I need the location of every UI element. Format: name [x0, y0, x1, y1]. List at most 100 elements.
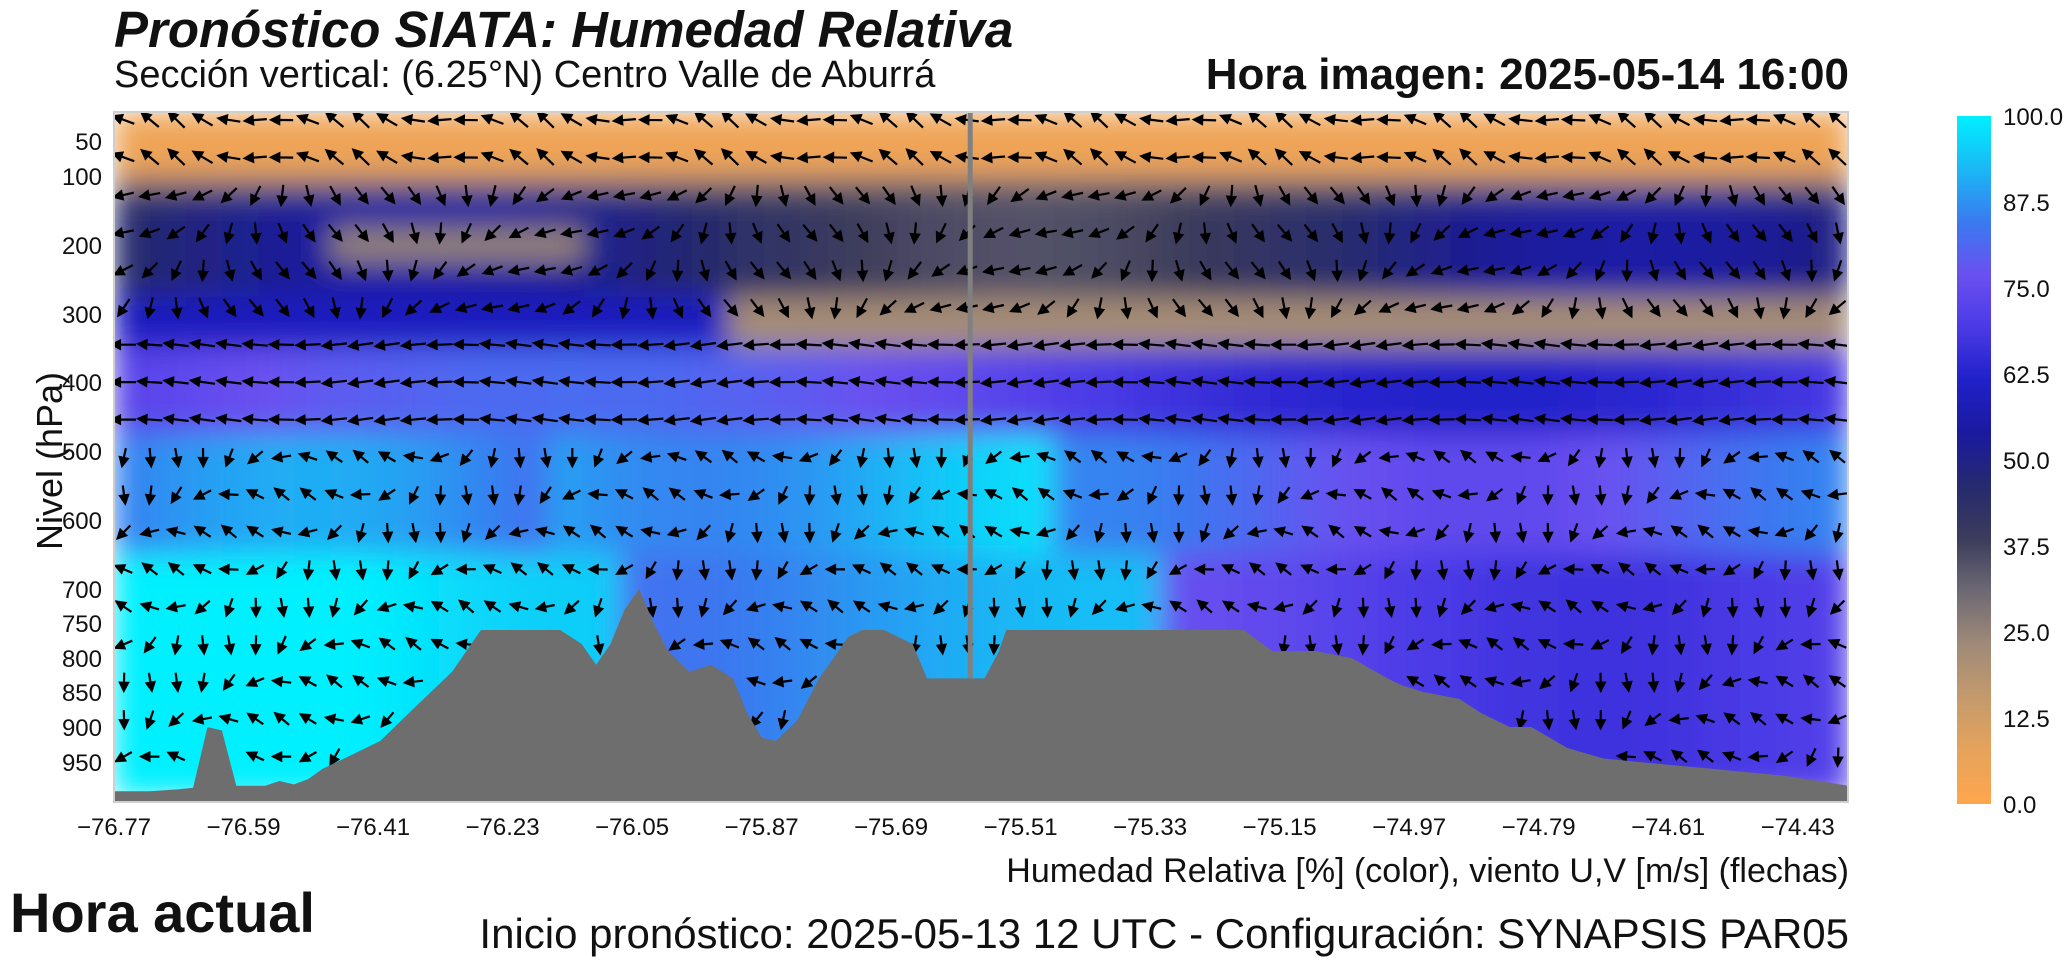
wind-arrow-90: [745, 150, 767, 164]
wind-arrow-937: [592, 635, 605, 656]
wind-arrow-360: [903, 301, 925, 313]
wind-arrow-953: [1384, 635, 1395, 655]
wind-arrow-943: [799, 638, 819, 650]
wind-arrow-531: [188, 413, 216, 425]
wind-arrow-703: [1252, 485, 1264, 506]
wind-arrow-836: [1275, 562, 1292, 576]
wind-arrow-123: [1616, 148, 1637, 166]
wind-arrow-809: [561, 564, 581, 575]
wind-arrow-203: [250, 222, 262, 245]
wind-arrow-402: [267, 338, 295, 351]
wind-arrow-715: [1568, 485, 1580, 506]
wind-arrow-965: [1700, 635, 1712, 656]
wind-arrow-535: [294, 413, 321, 426]
wind-arrow-168: [1061, 189, 1084, 201]
wind-arrow-22: [694, 112, 714, 128]
wind-arrow-188: [1588, 189, 1611, 201]
wind-arrow-328: [1805, 259, 1818, 283]
wind-arrow-913: [1591, 600, 1609, 613]
wind-arrow-330: [117, 298, 131, 318]
wind-arrow-733: [297, 526, 318, 538]
wind-arrow-526: [1797, 376, 1824, 388]
wind-arrow-118: [1483, 151, 1506, 164]
wind-arrow-319: [1565, 261, 1582, 280]
wind-arrow-912: [1565, 599, 1582, 614]
wind-arrow-996: [1674, 672, 1686, 693]
wind-arrow-548: [636, 414, 664, 426]
wind-arrow-166: [1010, 188, 1030, 203]
wind-arrow-15: [509, 112, 529, 128]
wind-arrow-50: [1432, 112, 1452, 129]
chart-subtitle: Sección vertical: (6.25°N) Centro Valle …: [114, 54, 936, 96]
wind-arrow-941: [747, 637, 765, 651]
wind-arrow-215: [559, 226, 583, 239]
wind-arrow-175: [1252, 184, 1264, 207]
wind-arrow-285: [671, 259, 684, 283]
wind-arrow-497: [1032, 376, 1059, 389]
wind-arrow-378: [1378, 302, 1400, 313]
wind-arrow-1024: [1723, 712, 1741, 726]
wind-arrow-972: [144, 672, 157, 693]
wind-arrow-157: [777, 184, 790, 207]
wind-arrow-58: [1644, 112, 1663, 129]
wind-arrow-814: [698, 560, 710, 581]
wind-arrow-224: [802, 223, 818, 242]
wind-arrow-850: [1644, 562, 1662, 576]
wind-arrow-314: [1430, 264, 1453, 276]
wind-arrow-300: [1062, 263, 1083, 276]
wind-arrow-0: [114, 113, 135, 125]
wind-arrow-303: [1146, 259, 1159, 283]
wind-arrow-922: [1829, 599, 1846, 615]
wind-arrow-877: [645, 597, 658, 618]
wind-arrow-738: [434, 522, 447, 544]
wind-arrow-258: [1701, 222, 1712, 244]
wind-arrow-105: [1139, 151, 1164, 163]
wind-arrow-650: [1595, 447, 1607, 469]
wind-arrow-249: [1457, 226, 1479, 238]
chart-title: Pronóstico SIATA: Humedad Relativa: [114, 1, 1014, 58]
wind-arrow-501: [1137, 376, 1165, 388]
x-tick-label-7: −75.51: [984, 814, 1058, 841]
wind-arrow-680: [642, 487, 660, 501]
wind-arrow-691: [931, 489, 951, 500]
wind-arrow-135: [191, 189, 213, 201]
wind-arrow-454: [1639, 339, 1666, 351]
wind-arrow-895: [1115, 601, 1135, 613]
wind-arrow-793: [141, 562, 159, 576]
wind-arrow-271: [301, 261, 317, 280]
wind-arrow-547: [610, 413, 638, 426]
wind-arrow-674: [487, 485, 499, 506]
wind-arrow-768: [1222, 525, 1239, 540]
wind-arrow-440: [1269, 338, 1297, 351]
wind-arrow-73: [295, 151, 320, 163]
wind-arrow-576: [1375, 414, 1402, 426]
wind-arrow-205: [302, 223, 316, 243]
y-tick-label-1: 100: [62, 164, 102, 191]
wind-arrow-816: [751, 560, 763, 581]
wind-arrow-621: [828, 449, 843, 467]
wind-arrow-946: [935, 635, 948, 656]
wind-arrow-325: [1725, 261, 1741, 280]
wind-arrow-722: [1750, 487, 1767, 502]
wind-arrow-798: [276, 561, 288, 580]
wind-arrow-864: [276, 597, 288, 619]
wind-arrow-714: [1542, 485, 1554, 506]
wind-arrow-855: [1779, 560, 1792, 581]
wind-arrow-651: [1621, 447, 1633, 469]
wind-arrow-332: [171, 297, 183, 320]
wind-arrow-269: [249, 260, 263, 281]
wind-arrow-100: [1007, 151, 1032, 164]
wind-arrow-810: [587, 563, 608, 576]
colorbar-tick-label-1: 12.5: [2003, 706, 2050, 733]
wind-arrow-316: [1482, 264, 1506, 276]
wind-arrow-729: [193, 525, 212, 538]
wind-arrow-321: [1621, 259, 1633, 283]
wind-arrow-4: [216, 114, 241, 126]
wind-arrow-1031: [166, 751, 186, 762]
wind-arrow-1036: [1615, 750, 1637, 763]
wind-arrow-828: [1067, 560, 1080, 581]
wind-arrow-605: [402, 451, 424, 463]
wind-arrow-81: [509, 148, 529, 166]
wind-arrow-874: [534, 601, 555, 613]
wind-arrow-337: [302, 297, 315, 319]
